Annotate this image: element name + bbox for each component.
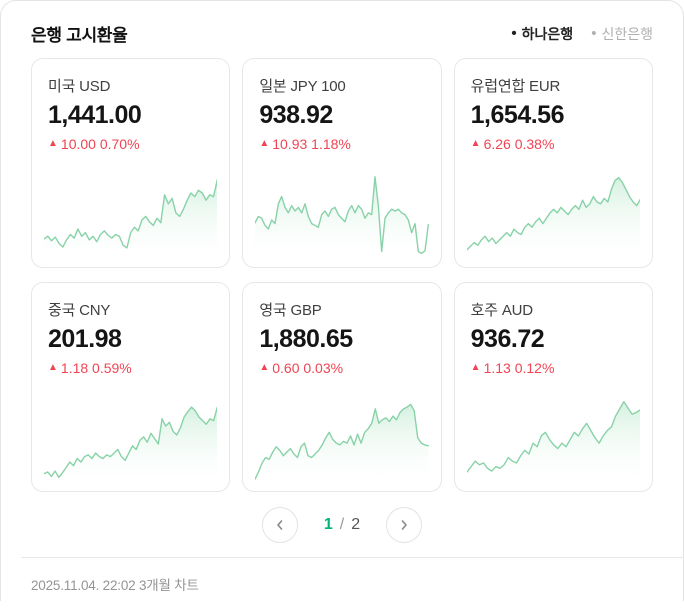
page-separator: / (340, 516, 344, 534)
mini-chart-jpy (255, 160, 428, 264)
bank-tab-hana[interactable]: • 하나은행 (511, 24, 573, 44)
currency-rate: 938.92 (259, 101, 424, 130)
currency-card-aud[interactable]: 호주 AUD 936.72 ▲ 1.13 0.12% (454, 282, 653, 492)
arrow-up-icon: ▲ (48, 363, 58, 373)
change-text: 0.60 0.03% (272, 360, 343, 376)
chevron-right-icon (397, 518, 411, 532)
last-updated-text: 2025.11.04. 22:02 3개월 차트 (21, 558, 683, 610)
currency-rate: 1,441.00 (48, 101, 213, 130)
mini-chart-usd (44, 160, 217, 264)
change-text: 10.93 1.18% (272, 136, 351, 152)
currency-name: 유럽연합 EUR (471, 75, 636, 96)
change-text: 1.18 0.59% (61, 360, 132, 376)
change-text: 6.26 0.38% (484, 136, 555, 152)
arrow-up-icon: ▲ (259, 139, 269, 149)
currency-change: ▲ 6.26 0.38% (471, 136, 636, 152)
currency-change: ▲ 1.13 0.12% (471, 360, 636, 376)
page-indicator: 1 / 2 (324, 516, 360, 534)
currency-change: ▲ 1.18 0.59% (48, 360, 213, 376)
widget-header: 은행 고시환율 • 하나은행 • 신한은행 (1, 1, 683, 58)
currency-change: ▲ 10.93 1.18% (259, 136, 424, 152)
current-page: 1 (324, 516, 333, 534)
change-text: 10.00 0.70% (61, 136, 140, 152)
mini-chart-gbp (255, 384, 428, 488)
currency-name: 중국 CNY (48, 299, 213, 320)
currency-rate: 201.98 (48, 325, 213, 354)
currency-rate: 1,654.56 (471, 101, 636, 130)
arrow-up-icon: ▲ (259, 363, 269, 373)
bullet-icon: • (511, 26, 516, 41)
currency-change: ▲ 0.60 0.03% (259, 360, 424, 376)
currency-card-usd[interactable]: 미국 USD 1,441.00 ▲ 10.00 0.70% (31, 58, 230, 268)
currency-card-cny[interactable]: 중국 CNY 201.98 ▲ 1.18 0.59% (31, 282, 230, 492)
currency-card-grid: 미국 USD 1,441.00 ▲ 10.00 0.70% 일본 JPY 100… (1, 58, 683, 492)
currency-rate: 1,880.65 (259, 325, 424, 354)
currency-name: 호주 AUD (471, 299, 636, 320)
bullet-icon: • (591, 26, 596, 41)
bank-tab-label: 하나은행 (522, 24, 574, 44)
arrow-up-icon: ▲ (471, 363, 481, 373)
change-text: 1.13 0.12% (484, 360, 555, 376)
currency-change: ▲ 10.00 0.70% (48, 136, 213, 152)
bank-tab-shinhan[interactable]: • 신한은행 (591, 24, 653, 44)
currency-card-gbp[interactable]: 영국 GBP 1,880.65 ▲ 0.60 0.03% (242, 282, 441, 492)
next-page-button[interactable] (386, 507, 422, 543)
total-pages: 2 (351, 516, 360, 534)
chevron-left-icon (273, 518, 287, 532)
currency-card-eur[interactable]: 유럽연합 EUR 1,654.56 ▲ 6.26 0.38% (454, 58, 653, 268)
mini-chart-cny (44, 384, 217, 488)
mini-chart-eur (467, 160, 640, 264)
bank-selector: • 하나은행 • 신한은행 (511, 24, 653, 44)
currency-name: 일본 JPY 100 (259, 75, 424, 96)
currency-name: 미국 USD (48, 75, 213, 96)
currency-name: 영국 GBP (259, 299, 424, 320)
currency-card-jpy[interactable]: 일본 JPY 100 938.92 ▲ 10.93 1.18% (242, 58, 441, 268)
pagination: 1 / 2 (1, 507, 683, 543)
bank-tab-label: 신한은행 (601, 24, 653, 44)
widget-footer: 2025.11.04. 22:02 3개월 차트 (21, 557, 683, 610)
prev-page-button[interactable] (262, 507, 298, 543)
page-title: 은행 고시환율 (31, 21, 127, 46)
mini-chart-aud (467, 384, 640, 488)
arrow-up-icon: ▲ (48, 139, 58, 149)
currency-rate: 936.72 (471, 325, 636, 354)
arrow-up-icon: ▲ (471, 139, 481, 149)
